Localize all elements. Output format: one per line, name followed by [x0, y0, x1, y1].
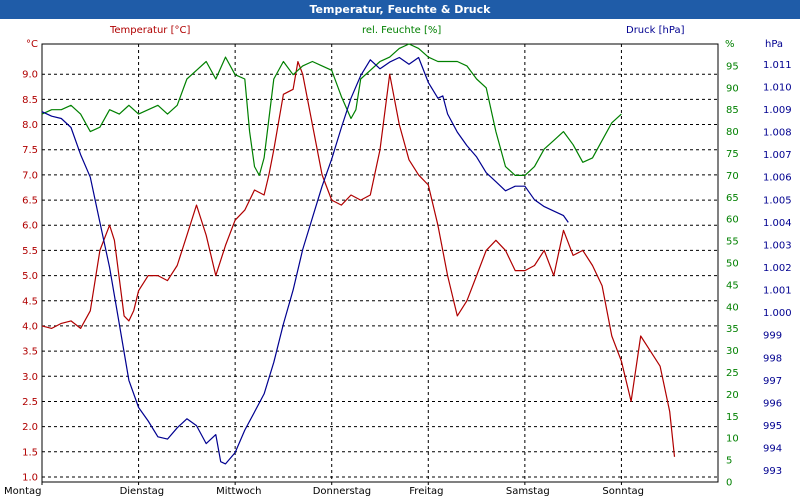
temperature-unit-label: °C [26, 39, 38, 50]
temperature-tick-label: 2.0 [22, 422, 38, 433]
series-line-temperature [41, 60, 676, 457]
temperature-tick-label: 8.0 [22, 120, 38, 131]
pressure-unit-label: hPa [765, 39, 783, 50]
day-label: Dienstag [120, 486, 165, 497]
temperature-tick-label: 6.5 [22, 196, 38, 207]
day-label: Donnerstag [313, 486, 371, 497]
day-label: Montag [4, 486, 41, 497]
pressure-tick-label: 1.009 [763, 105, 792, 116]
humidity-tick-label: 5 [726, 456, 732, 467]
legend-humidity: rel. Feuchte [%] [362, 25, 441, 36]
temperature-tick-label: 4.5 [22, 296, 38, 307]
x-axis-labels: Montag08.01.18Dienstag09.01.18Mittwoch10… [4, 486, 644, 497]
day-label: Mittwoch [216, 486, 261, 497]
humidity-tick-label: 30 [726, 346, 739, 357]
humidity-tick-label: 20 [726, 390, 739, 401]
pressure-tick-label: 1.003 [763, 240, 792, 251]
pressure-tick-label: 995 [763, 421, 782, 432]
pressure-tick-label: 993 [763, 466, 782, 477]
pressure-tick-label: 1.000 [763, 308, 792, 319]
legend-pressure: Druck [hPa] [626, 25, 685, 36]
temperature-tick-label: 3.5 [22, 347, 38, 358]
temperature-tick-label: 4.0 [22, 321, 38, 332]
series-line-humidity [41, 43, 622, 176]
pressure-tick-label: 994 [763, 444, 782, 455]
pressure-tick-label: 1.006 [763, 173, 792, 184]
humidity-tick-label: 40 [726, 302, 739, 313]
pressure-tick-label: 1.010 [763, 82, 792, 93]
temperature-tick-label: 7.5 [22, 145, 38, 156]
humidity-tick-label: 35 [726, 324, 739, 335]
temperature-tick-label: 5.0 [22, 271, 38, 282]
pressure-tick-label: 999 [763, 331, 782, 342]
day-label: Freitag [409, 486, 443, 497]
pressure-tick-label: 1.011 [763, 60, 792, 71]
temperature-tick-label: 3.0 [22, 372, 38, 383]
temperature-tick-label: 1.0 [22, 472, 38, 483]
pressure-tick-label: 996 [763, 398, 782, 409]
chart-title: Temperatur, Feuchte & Druck [0, 0, 800, 19]
temperature-tick-label: 9.0 [22, 70, 38, 81]
humidity-tick-label: 70 [726, 171, 739, 182]
humidity-tick-label: 55 [726, 237, 739, 248]
humidity-tick-label: 80 [726, 127, 739, 138]
pressure-tick-label: 1.008 [763, 128, 792, 139]
humidity-tick-label: 10 [726, 434, 739, 445]
temperature-tick-label: 1.5 [22, 447, 38, 458]
plot-area [41, 43, 719, 483]
legend-temperature: Temperatur [°C] [109, 25, 190, 36]
humidity-tick-label: 15 [726, 412, 739, 423]
temperature-tick-label: 5.5 [22, 246, 38, 257]
pressure-tick-label: 1.001 [763, 286, 792, 297]
humidity-tick-label: 85 [726, 105, 739, 116]
humidity-tick-label: 95 [726, 61, 739, 72]
temperature-tick-label: 7.0 [22, 170, 38, 181]
humidity-tick-label: 90 [726, 83, 739, 94]
day-label: Samstag [506, 486, 550, 497]
pressure-tick-label: 1.002 [763, 263, 792, 274]
humidity-tick-label: 65 [726, 193, 739, 204]
pressure-tick-label: 1.004 [763, 218, 792, 229]
humidity-tick-label: 60 [726, 215, 739, 226]
humidity-tick-label: 45 [726, 280, 739, 291]
pressure-tick-label: 998 [763, 353, 782, 364]
temperature-tick-label: 6.0 [22, 221, 38, 232]
pressure-tick-label: 1.007 [763, 150, 792, 161]
humidity-tick-label: 25 [726, 368, 739, 379]
humidity-unit-label: % [725, 39, 735, 50]
pressure-tick-label: 997 [763, 376, 782, 387]
pressure-tick-label: 1.005 [763, 195, 792, 206]
series-line-pressure [41, 56, 569, 465]
temperature-tick-label: 8.5 [22, 95, 38, 106]
weather-chart: 1.0 1.5 2.0 2.5 3.0 3.5 4.0 4.5 5.0 5.5 6.0 6.5 7.0 7… [4, 25, 792, 497]
humidity-tick-label: 0 [726, 478, 732, 489]
axis-ticks: 1.0 1.5 2.0 2.5 3.0 3.5 4.0 4.5 5.0 5.5 6.0 6.5 7.0 7… [22, 60, 792, 489]
temperature-tick-label: 2.5 [22, 397, 38, 408]
humidity-tick-label: 75 [726, 149, 739, 160]
series-layer [41, 43, 676, 465]
day-label: Sonntag [602, 486, 644, 497]
humidity-tick-label: 50 [726, 259, 739, 270]
